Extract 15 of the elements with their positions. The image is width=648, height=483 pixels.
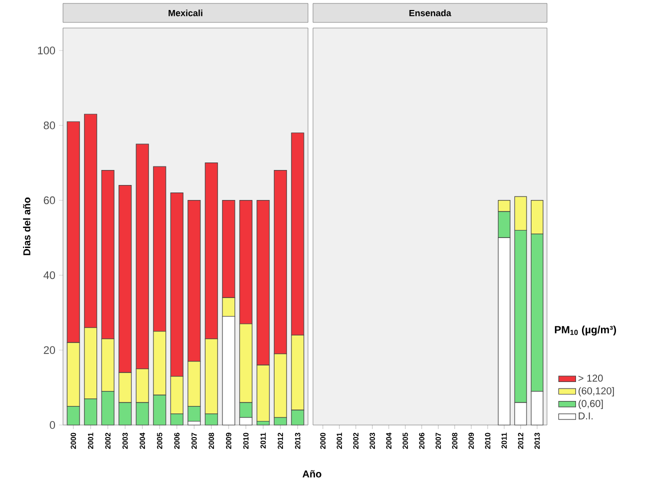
legend-label: > 120 xyxy=(578,374,603,382)
legend-label: (0,60] xyxy=(578,400,603,410)
y-axis-title: Dias del año xyxy=(23,198,30,256)
chart-title: Ensenada xyxy=(409,10,452,16)
y-tick-label: 60 xyxy=(44,196,56,204)
y-tick-label: 40 xyxy=(44,271,56,280)
y-tick-label: 20 xyxy=(44,346,56,354)
chart-title: Mexicali xyxy=(168,10,202,16)
y-tick-label: 100 xyxy=(38,46,56,54)
legend-label: (60,120] xyxy=(578,387,614,396)
y-tick-label: 80 xyxy=(44,122,56,130)
legend-title: PM$_{10}$ (µg/m³) xyxy=(554,326,616,336)
x-axis-title: Año xyxy=(302,470,322,478)
legend-label: D.I. xyxy=(578,412,593,420)
y-tick-label: 0 xyxy=(50,421,56,429)
